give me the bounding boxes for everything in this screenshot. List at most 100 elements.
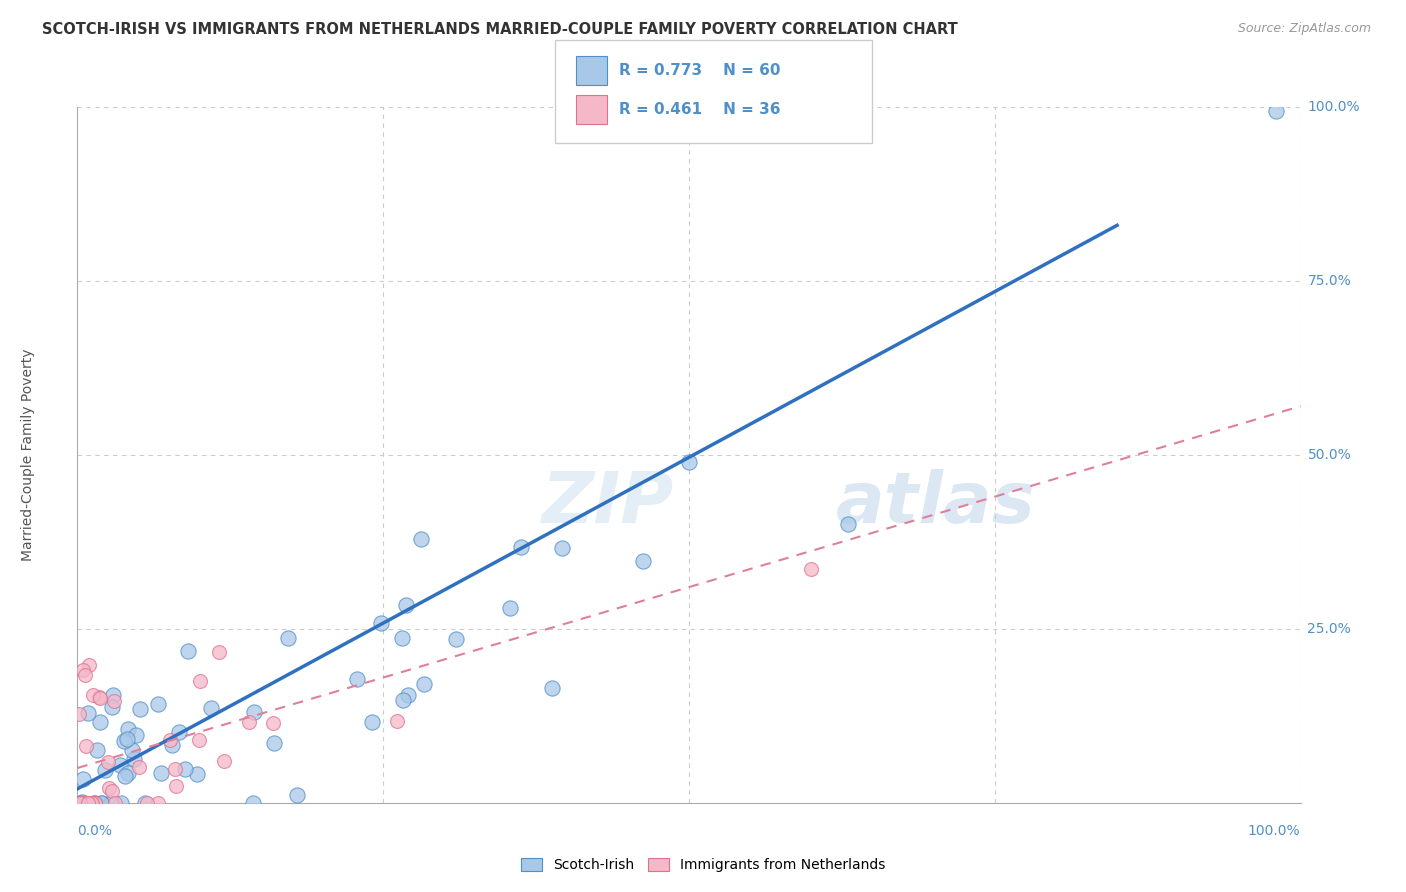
Point — [69, 796, 91, 810]
Point — [80, 796, 103, 810]
Point — [167, 725, 190, 739]
Text: 0.0%: 0.0% — [77, 823, 112, 838]
Point — [411, 532, 433, 546]
Point — [84, 796, 107, 810]
Text: 100.0%: 100.0% — [1249, 823, 1301, 838]
Point — [76, 706, 98, 720]
Point — [72, 772, 94, 787]
Point — [128, 760, 150, 774]
Point — [413, 677, 436, 691]
Point — [89, 714, 111, 729]
Point — [165, 779, 187, 793]
Point — [67, 706, 90, 721]
Point — [125, 728, 148, 742]
Point — [69, 796, 91, 810]
Point — [101, 783, 124, 797]
Point — [287, 789, 309, 803]
Point — [115, 731, 138, 746]
Point — [242, 705, 264, 719]
Point — [370, 616, 392, 631]
Point — [112, 734, 135, 748]
Text: ZIP: ZIP — [543, 469, 675, 538]
Point — [837, 517, 859, 532]
Point — [100, 699, 122, 714]
Point — [361, 715, 384, 730]
Point — [177, 643, 200, 657]
Point — [90, 796, 112, 810]
Point — [104, 796, 127, 810]
Text: R = 0.461    N = 36: R = 0.461 N = 36 — [619, 103, 780, 117]
Point — [97, 756, 120, 770]
Point — [103, 694, 125, 708]
Point — [395, 598, 418, 612]
Point — [396, 689, 419, 703]
Point — [97, 781, 120, 796]
Point — [208, 645, 231, 659]
Point — [110, 796, 132, 810]
Point — [165, 762, 187, 776]
Text: 50.0%: 50.0% — [1308, 448, 1351, 462]
Point — [82, 796, 104, 810]
Point — [76, 796, 98, 810]
Point — [385, 714, 408, 728]
Point — [94, 763, 117, 777]
Point — [72, 664, 94, 678]
Point — [242, 796, 264, 810]
Point — [117, 723, 139, 737]
Point — [83, 796, 105, 810]
Point — [69, 796, 91, 810]
Point — [72, 796, 94, 810]
Point — [122, 752, 145, 766]
Point — [84, 796, 107, 810]
Point — [82, 688, 104, 702]
Point — [148, 697, 170, 711]
Point — [1265, 103, 1288, 118]
Point — [77, 796, 100, 810]
Point — [212, 754, 235, 768]
Point — [149, 765, 172, 780]
Point — [114, 769, 136, 783]
Point — [108, 757, 131, 772]
Point — [89, 690, 111, 705]
Text: atlas: atlas — [835, 469, 1035, 538]
Point — [146, 796, 169, 810]
Point — [136, 796, 159, 810]
Point — [678, 455, 700, 469]
Text: 25.0%: 25.0% — [1308, 622, 1351, 636]
Text: Source: ZipAtlas.com: Source: ZipAtlas.com — [1237, 22, 1371, 36]
Point — [391, 693, 413, 707]
Point — [86, 743, 108, 757]
Point — [160, 738, 183, 752]
Point — [444, 632, 467, 646]
Point — [263, 735, 285, 749]
Point — [117, 766, 139, 780]
Point — [75, 739, 97, 754]
Text: 75.0%: 75.0% — [1308, 274, 1351, 288]
Point — [100, 796, 122, 810]
Point — [72, 796, 94, 810]
Point — [188, 674, 211, 689]
Text: R = 0.773    N = 60: R = 0.773 N = 60 — [619, 63, 780, 78]
Point — [800, 562, 823, 576]
Point — [128, 702, 150, 716]
Point — [173, 762, 195, 776]
Text: SCOTCH-IRISH VS IMMIGRANTS FROM NETHERLANDS MARRIED-COUPLE FAMILY POVERTY CORREL: SCOTCH-IRISH VS IMMIGRANTS FROM NETHERLA… — [42, 22, 957, 37]
Point — [200, 701, 222, 715]
Text: Married-Couple Family Poverty: Married-Couple Family Poverty — [21, 349, 35, 561]
Point — [277, 631, 299, 645]
Point — [134, 796, 156, 810]
Point — [101, 688, 124, 702]
Point — [84, 796, 107, 810]
Point — [631, 554, 654, 568]
Point — [186, 767, 208, 781]
Point — [391, 631, 413, 645]
Point — [510, 540, 533, 554]
Point — [540, 681, 562, 695]
Point — [238, 714, 260, 729]
Legend: Scotch-Irish, Immigrants from Netherlands: Scotch-Irish, Immigrants from Netherland… — [516, 853, 890, 878]
Point — [73, 667, 96, 681]
Point — [262, 715, 284, 730]
Point — [346, 672, 368, 686]
Point — [551, 541, 574, 555]
Point — [77, 658, 100, 673]
